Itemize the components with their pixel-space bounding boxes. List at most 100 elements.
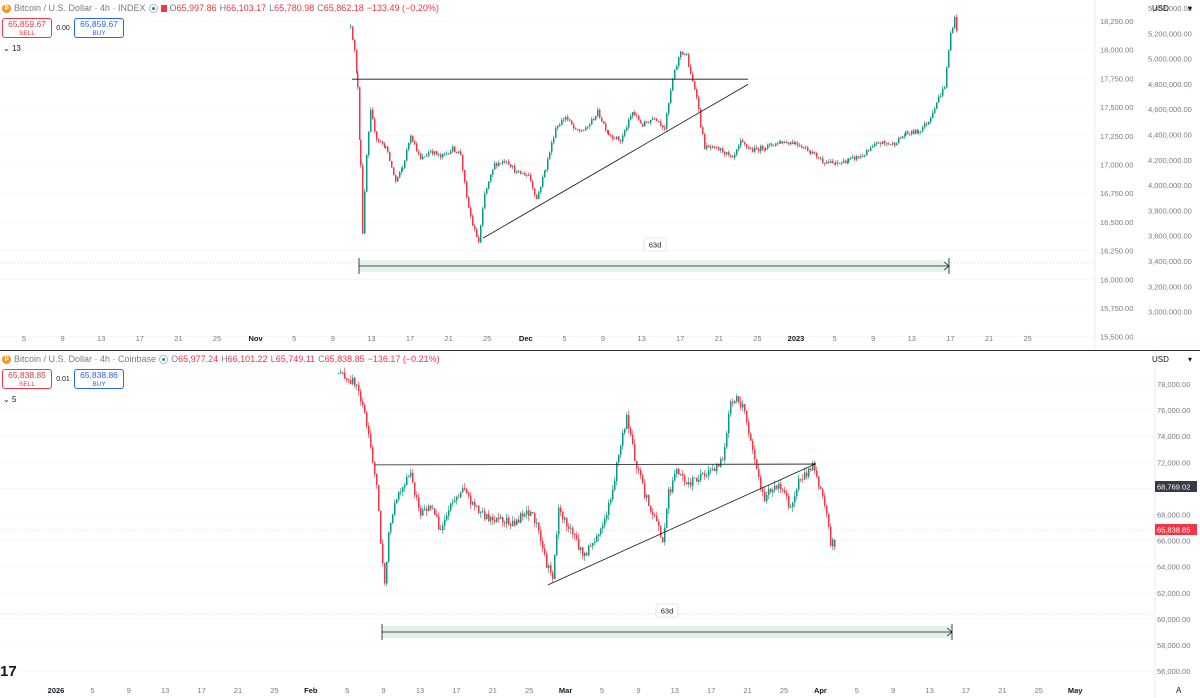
candle-body [587, 126, 589, 128]
candle-body [482, 511, 484, 513]
candle-body [628, 415, 630, 429]
candle-body [547, 158, 549, 170]
last-price-tag [1155, 524, 1197, 535]
candle-body [586, 552, 588, 555]
candle-body [399, 171, 401, 178]
candle-body [374, 118, 376, 132]
time-tick-label: May [1068, 686, 1083, 695]
candle-body [356, 50, 358, 74]
candle-body [642, 475, 644, 484]
candle-body [803, 147, 805, 149]
candle-body [350, 380, 352, 384]
flag-icon[interactable] [160, 4, 167, 12]
sell-button[interactable]: 65,838.85 SELL [2, 369, 52, 389]
candle-body [788, 142, 790, 145]
candle-body [704, 473, 706, 477]
date-range-label: 63d [661, 607, 674, 616]
time-tick-label: 13 [637, 334, 645, 343]
candle-body [680, 474, 682, 475]
candle-body [428, 505, 430, 512]
candle-body [578, 538, 580, 550]
candle-body [752, 440, 754, 451]
chart-canvas-coinbase[interactable]: 63d 78,000.00 76,000.00 74,000.00 72,000.00… [0, 351, 1200, 698]
candle-body [406, 149, 408, 161]
candle-body [366, 412, 368, 427]
candle-body [404, 160, 406, 168]
candle-body [894, 143, 896, 146]
chart-canvas-index[interactable]: 63d 18,250.00 18,000.00 17,750.00 17,500.00… [0, 0, 1200, 349]
currency-selector[interactable]: USD ▾ [1152, 4, 1192, 13]
chart-pane-coinbase[interactable]: 63d 78,000.00 76,000.00 74,000.00 72,000.00… [0, 350, 1200, 698]
candle-body [660, 121, 662, 126]
candle-body [666, 113, 668, 129]
candle-body [708, 145, 710, 147]
candle-body [726, 433, 728, 448]
candle-body [864, 155, 866, 157]
buy-button[interactable]: 65,859.67 BUY [74, 18, 124, 38]
candle-body [782, 489, 784, 491]
sell-button[interactable]: 65,859.67 SELL [2, 18, 52, 38]
candle-body [448, 510, 450, 516]
price-tick-label: 4,600,000.00 [1148, 105, 1192, 114]
candle-body [704, 134, 706, 149]
candle-body [562, 511, 564, 520]
currency-selector[interactable]: USD ▾ [1152, 355, 1192, 364]
candle-body [734, 401, 736, 403]
symbol-title[interactable]: Bitcoin / U.S. Dollar · 4h · INDEX [14, 3, 146, 13]
candle-body [780, 141, 782, 144]
time-tick-label: 13 [416, 686, 424, 695]
time-tick-label: Apr [814, 686, 827, 695]
candle-body [450, 151, 452, 154]
candle-body [654, 118, 656, 120]
trend-line [547, 463, 817, 586]
candle-body [544, 548, 546, 555]
price-tick-label: 15,750.00 [1100, 304, 1133, 313]
candle-body [450, 503, 452, 511]
candle-body [385, 146, 387, 148]
candle-body [902, 136, 904, 139]
candle-body [698, 479, 700, 482]
candle-body [564, 517, 566, 520]
indicators-toggle[interactable]: ⌄ 5 [3, 395, 16, 404]
symbol-title[interactable]: Bitcoin / U.S. Dollar · 4h · Coinbase [14, 354, 157, 364]
spread-value: 0.00 [56, 24, 70, 32]
candle-body [762, 488, 764, 493]
price-tick-label: 16,000.00 [1100, 275, 1133, 284]
candle-body [542, 541, 544, 549]
buy-button[interactable]: 65,838.86 BUY [74, 369, 124, 389]
candle-body [754, 147, 756, 152]
time-tick-label: Dec [519, 334, 533, 343]
candle-body [500, 517, 502, 520]
chart-pane-index[interactable]: 63d 18,250.00 18,000.00 17,750.00 17,500.00… [0, 0, 1200, 349]
candle-body [854, 156, 856, 160]
time-tick-label: 13 [925, 686, 933, 695]
candle-body [692, 74, 694, 82]
candle-body [848, 158, 850, 161]
time-tick-label: 2023 [788, 334, 805, 343]
candle-body [779, 142, 781, 144]
last-price-label: 65,838.85 [1157, 526, 1190, 535]
crosshair-price-tag [1155, 481, 1197, 492]
time-tick-label: 9 [891, 686, 895, 695]
chevron-down-icon: ▾ [1187, 355, 1192, 364]
candle-body [520, 171, 522, 175]
price-tick-label: 68,000.00 [1157, 511, 1190, 520]
market-status-icon[interactable] [159, 354, 169, 364]
candle-body [354, 377, 356, 386]
candle-body [632, 112, 634, 117]
candle-body [416, 495, 418, 498]
candle-body [540, 530, 542, 542]
candle-body [401, 169, 403, 172]
candle-body [410, 472, 412, 477]
candle-body [579, 130, 581, 132]
time-tick-label: 5 [345, 686, 349, 695]
ohlc-open: O65,997.86 [169, 3, 217, 13]
indicators-toggle[interactable]: ⌄ 13 [3, 44, 21, 53]
candle-body [524, 514, 526, 517]
time-tick-label: 17 [136, 334, 144, 343]
tradingview-logo-icon[interactable]: 17 [0, 663, 17, 680]
market-status-icon[interactable] [148, 3, 158, 13]
candle-body [378, 139, 380, 142]
auto-scale-button[interactable]: A [1176, 686, 1182, 695]
candle-body [770, 488, 772, 493]
